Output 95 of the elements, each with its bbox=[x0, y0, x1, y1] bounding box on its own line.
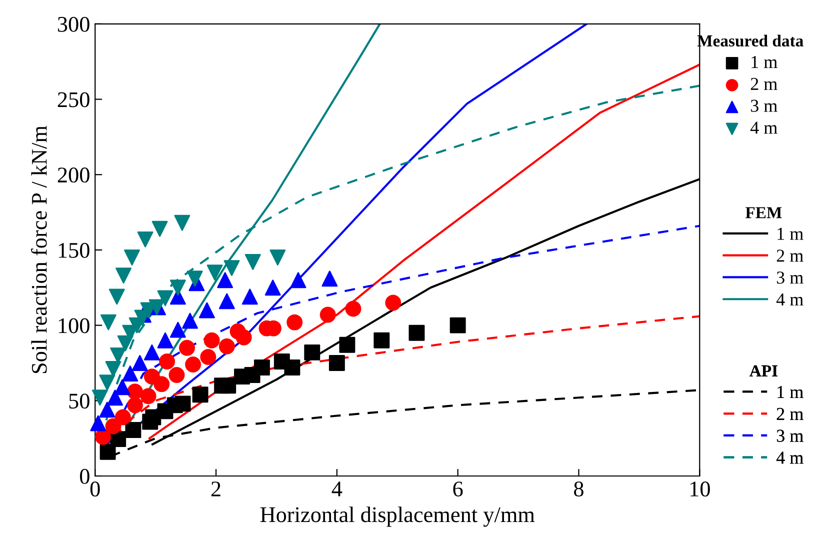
point bbox=[290, 272, 306, 288]
point bbox=[198, 302, 215, 318]
point bbox=[339, 336, 356, 353]
point bbox=[200, 348, 216, 365]
point bbox=[127, 397, 143, 414]
point bbox=[204, 332, 220, 348]
point bbox=[99, 374, 116, 391]
point bbox=[99, 402, 116, 418]
x-tick-label: 2 bbox=[211, 482, 220, 496]
point bbox=[137, 231, 154, 248]
point bbox=[125, 422, 142, 438]
point bbox=[174, 214, 190, 231]
point bbox=[264, 280, 281, 296]
point bbox=[345, 300, 362, 317]
point bbox=[159, 354, 176, 370]
legend-label: 1 m bbox=[778, 386, 804, 398]
y-tick-label: 50 bbox=[69, 394, 90, 409]
point bbox=[168, 367, 185, 384]
y-tick-label: 150 bbox=[58, 242, 90, 258]
y-tick-label: 250 bbox=[58, 92, 90, 108]
point bbox=[328, 355, 345, 371]
y-axis-title: Soil reaction force P / kN/m bbox=[30, 126, 47, 374]
y-tick-label: 300 bbox=[58, 16, 90, 32]
point bbox=[124, 250, 140, 266]
point bbox=[100, 444, 116, 460]
point bbox=[192, 386, 208, 403]
point bbox=[114, 379, 130, 396]
point bbox=[127, 384, 143, 400]
x-axis-title: Horizontal displacement y/mm bbox=[260, 506, 535, 527]
point bbox=[154, 376, 170, 392]
point bbox=[182, 312, 198, 329]
point bbox=[170, 280, 186, 296]
point bbox=[220, 378, 236, 394]
point bbox=[157, 290, 174, 306]
point bbox=[206, 264, 223, 281]
point bbox=[218, 293, 235, 310]
point bbox=[170, 322, 186, 338]
text: FEM bbox=[745, 207, 782, 218]
point bbox=[132, 355, 148, 371]
legend-label: 3 m bbox=[776, 430, 804, 442]
x-tick-label: 0 bbox=[90, 482, 100, 496]
point bbox=[186, 270, 203, 287]
text: API bbox=[750, 365, 778, 376]
legend-label: 1 m bbox=[752, 56, 778, 68]
legend-label: 4 m bbox=[776, 452, 804, 464]
point bbox=[100, 314, 116, 330]
legend-label: 1 m bbox=[778, 228, 804, 240]
point bbox=[218, 338, 235, 354]
point bbox=[304, 344, 320, 360]
point bbox=[90, 415, 106, 432]
legend-label: 3 m bbox=[776, 272, 804, 284]
point bbox=[320, 306, 336, 323]
point bbox=[94, 428, 111, 445]
point bbox=[254, 360, 270, 376]
point bbox=[92, 390, 108, 406]
point bbox=[116, 268, 132, 284]
point bbox=[236, 329, 252, 346]
point bbox=[242, 288, 258, 305]
y-tick-label: 0 bbox=[80, 468, 90, 484]
point bbox=[286, 314, 303, 330]
point bbox=[157, 332, 174, 348]
point bbox=[385, 294, 402, 311]
point bbox=[270, 250, 286, 266]
point bbox=[144, 344, 160, 360]
point bbox=[450, 317, 466, 334]
x-tick-label: 8 bbox=[574, 482, 584, 496]
point bbox=[322, 270, 338, 287]
point bbox=[284, 360, 300, 376]
x-tick-label: 6 bbox=[453, 482, 463, 496]
legend-label: 4 m bbox=[750, 122, 778, 134]
point bbox=[152, 220, 168, 237]
point bbox=[107, 390, 124, 406]
legend-label: 2 m bbox=[750, 78, 778, 90]
point bbox=[114, 409, 131, 426]
point bbox=[108, 288, 125, 305]
y-tick-label: 100 bbox=[58, 318, 90, 334]
legend-label: 3 m bbox=[750, 100, 778, 112]
point bbox=[374, 332, 390, 348]
point bbox=[408, 324, 425, 341]
point bbox=[140, 388, 156, 404]
point bbox=[179, 340, 195, 356]
point bbox=[217, 272, 234, 288]
point bbox=[185, 356, 202, 372]
x-tick-label: 10 bbox=[690, 482, 710, 496]
point bbox=[122, 366, 138, 382]
y-tick-label: 200 bbox=[58, 168, 90, 183]
point bbox=[105, 361, 122, 377]
legend-label: 4 m bbox=[776, 294, 804, 306]
point bbox=[224, 260, 240, 276]
x-tick-label: 4 bbox=[332, 482, 342, 496]
legend-label: 2 m bbox=[776, 250, 804, 262]
point bbox=[174, 396, 191, 412]
point bbox=[244, 254, 261, 270]
point bbox=[105, 418, 122, 434]
legend-label: 2 m bbox=[776, 408, 804, 420]
